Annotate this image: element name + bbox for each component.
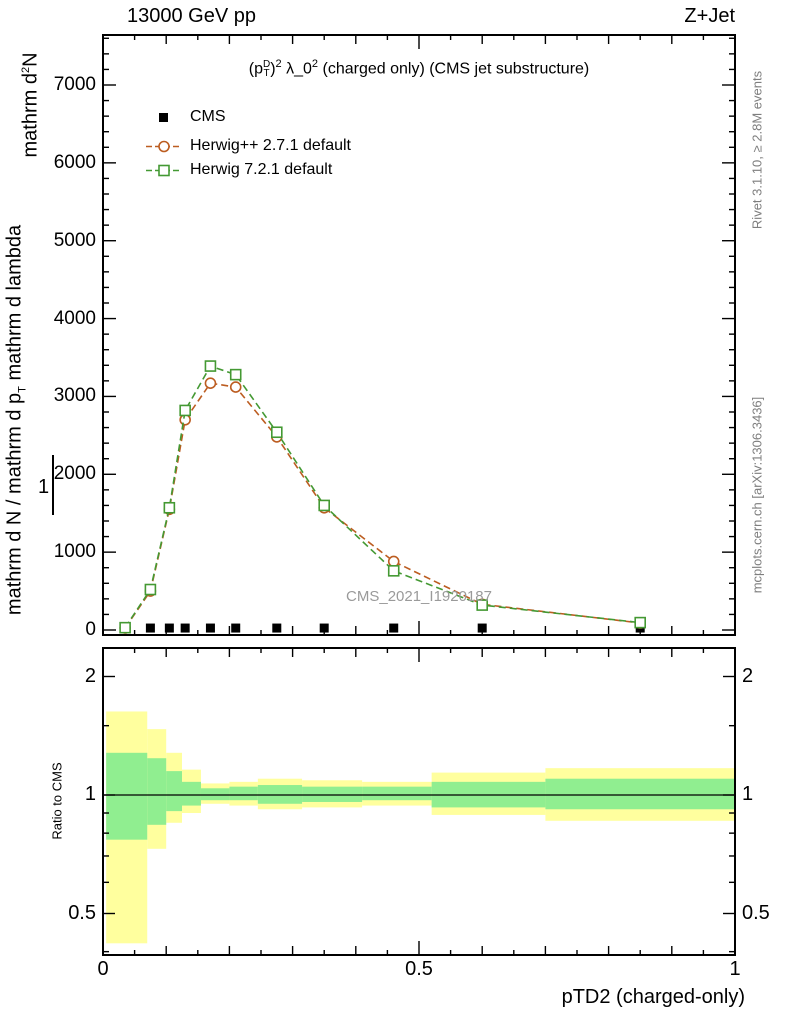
data-point-open-square: [476, 599, 489, 611]
title-p-close: ): [270, 60, 276, 78]
y-label-sup2: 2: [19, 66, 32, 74]
data-point-filled-square: [164, 623, 174, 633]
ratio-tick-label-left-2: 2: [84, 664, 96, 687]
title-squared-1: 2: [275, 58, 282, 70]
x-tick-label-1: 1: [729, 958, 741, 980]
data-point-filled-square: [205, 623, 215, 633]
y-axis-label-one: 1: [38, 476, 50, 498]
plot-title: (p D T)2 λ_02 (charged only) (CMS jet subs…: [103, 58, 735, 80]
title-squared-2: 2: [311, 58, 319, 70]
ratio-band-inner: [362, 786, 432, 801]
ratio-band-inner: [182, 781, 201, 806]
data-point-open-square: [387, 565, 400, 577]
process-label: Z+Jet: [684, 5, 735, 27]
data-point-open-circle: [179, 413, 191, 426]
data-point-open-square: [119, 621, 131, 634]
data-point-open-square: [270, 426, 283, 439]
data-point-open-circle: [204, 377, 217, 389]
beam-energy-label: 13000 GeV pp: [127, 5, 256, 27]
y-axis-label-numerator: mathrm d2N: [20, 52, 43, 157]
ratio-band-inner: [302, 786, 363, 802]
rivet-version-note: Rivet 3.1.10, ≥ 2.8M events: [749, 70, 765, 230]
data-point-open-square: [318, 499, 331, 512]
y-tick-label-5000: 5000: [53, 229, 96, 251]
ratio-band-inner: [147, 758, 167, 825]
cms-marker-icon: [159, 113, 168, 122]
herwigpp-marker-icon: [158, 140, 170, 153]
ratio-tick-label-left-1: 1: [84, 783, 96, 805]
title-sup-d: D: [262, 59, 271, 71]
x-tick-label-0.5: 0.5: [405, 958, 433, 980]
y-tick-label-6000: 6000: [53, 151, 96, 173]
data-point-filled-square: [180, 623, 190, 633]
data-point-open-square: [204, 360, 217, 372]
data-point-filled-square: [145, 623, 155, 633]
y-tick-label-7000: 7000: [53, 74, 96, 95]
y-tick-label-1000: 1000: [53, 541, 96, 563]
y-tick-label-3000: 3000: [53, 385, 96, 407]
analysis-watermark: CMS_2021_I1920187: [346, 588, 492, 605]
data-point-open-square: [163, 501, 176, 514]
data-point-filled-square: [389, 623, 399, 633]
y-label-n: N: [19, 52, 42, 67]
x-axis-title: pTD2 (charged-only): [561, 986, 745, 1008]
data-point-open-circle: [387, 555, 400, 568]
ratio-band-inner: [229, 786, 258, 801]
legend-label-cms: CMS: [190, 108, 226, 125]
ratio-tick-label-right-0.5: 0.5: [742, 901, 770, 924]
y-tick-label-4000: 4000: [53, 307, 96, 329]
ratio-tick-label-right-1: 1: [742, 783, 754, 805]
y-tick-label-0: 0: [85, 619, 96, 640]
data-point-open-square: [144, 583, 157, 596]
ratio-band-inner: [106, 752, 148, 840]
ratio-band-inner: [545, 778, 735, 810]
ratio-band-inner: [166, 771, 182, 812]
legend-label-herwig7: Herwig 7.2.1 default: [190, 161, 333, 178]
data-point-open-square: [634, 616, 647, 629]
title-lambda: λ_0: [281, 60, 312, 78]
mcplots-note: mcplots.cern.ch [arXiv:1306.3436]: [749, 396, 765, 594]
data-point-open-square: [229, 368, 242, 381]
data-point-open-square: [179, 404, 191, 417]
series-line-2: [124, 365, 641, 629]
title-rest: (charged only) (CMS jet substructure): [318, 60, 590, 78]
legend-label-herwigpp: Herwig++ 2.7.1 default: [190, 137, 351, 154]
y-label-fraction: mathrm d N / mathrm d p: [3, 392, 26, 616]
data-point-filled-square: [231, 623, 241, 633]
y-tick-label-2000: 2000: [53, 463, 96, 485]
title-p-open: (p: [248, 60, 263, 78]
data-point-filled-square: [272, 623, 282, 633]
data-point-filled-square: [319, 623, 329, 633]
data-point-open-circle: [229, 381, 242, 393]
ratio-band-inner: [200, 788, 230, 801]
y-axis-fraction-bar: [52, 455, 54, 515]
ratio-tick-label-right-2: 2: [742, 664, 754, 687]
herwig7-marker-icon: [158, 164, 170, 177]
x-tick-label-0: 0: [97, 958, 109, 980]
title-sub-t: T: [263, 68, 270, 80]
ratio-tick-label-left-0.5: 0.5: [68, 901, 96, 924]
